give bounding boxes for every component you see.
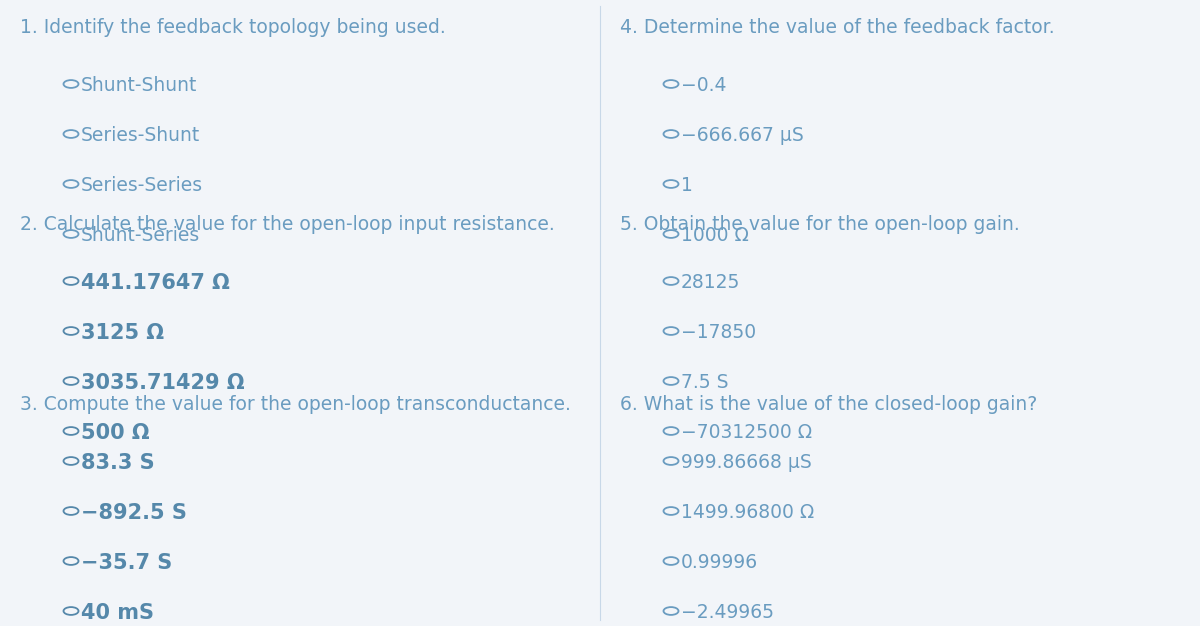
Text: −17850: −17850 [682, 323, 756, 342]
Text: 2. Calculate the value for the open-loop input resistance.: 2. Calculate the value for the open-loop… [20, 215, 554, 234]
Text: 40 mS: 40 mS [82, 603, 154, 623]
Text: −0.4: −0.4 [682, 76, 726, 95]
Text: 3125 Ω: 3125 Ω [82, 323, 164, 343]
Text: 6. What is the value of the closed-loop gain?: 6. What is the value of the closed-loop … [620, 395, 1037, 414]
Text: 3035.71429 Ω: 3035.71429 Ω [82, 373, 245, 393]
Text: 441.17647 Ω: 441.17647 Ω [82, 273, 230, 293]
Text: 1: 1 [682, 176, 692, 195]
Text: 1. Identify the feedback topology being used.: 1. Identify the feedback topology being … [20, 18, 445, 37]
Text: 28125: 28125 [682, 273, 740, 292]
Text: 4. Determine the value of the feedback factor.: 4. Determine the value of the feedback f… [620, 18, 1055, 37]
Text: −2.49965: −2.49965 [682, 603, 774, 622]
Text: Series-Shunt: Series-Shunt [82, 126, 200, 145]
Text: Shunt-Series: Shunt-Series [82, 226, 200, 245]
Text: 3. Compute the value for the open-loop transconductance.: 3. Compute the value for the open-loop t… [20, 395, 571, 414]
Text: 999.86668 μS: 999.86668 μS [682, 453, 811, 472]
Text: 7.5 S: 7.5 S [682, 373, 728, 392]
Text: Shunt-Shunt: Shunt-Shunt [82, 76, 197, 95]
Text: 0.99996: 0.99996 [682, 553, 758, 572]
Text: Series-Series: Series-Series [82, 176, 203, 195]
Text: 5. Obtain the value for the open-loop gain.: 5. Obtain the value for the open-loop ga… [620, 215, 1020, 234]
Text: −892.5 S: −892.5 S [82, 503, 187, 523]
Text: −70312500 Ω: −70312500 Ω [682, 423, 812, 442]
Text: 1499.96800 Ω: 1499.96800 Ω [682, 503, 815, 522]
Text: 500 Ω: 500 Ω [82, 423, 150, 443]
Text: −666.667 μS: −666.667 μS [682, 126, 804, 145]
Text: 1000 Ω: 1000 Ω [682, 226, 749, 245]
Text: −35.7 S: −35.7 S [82, 553, 173, 573]
Text: 83.3 S: 83.3 S [82, 453, 155, 473]
